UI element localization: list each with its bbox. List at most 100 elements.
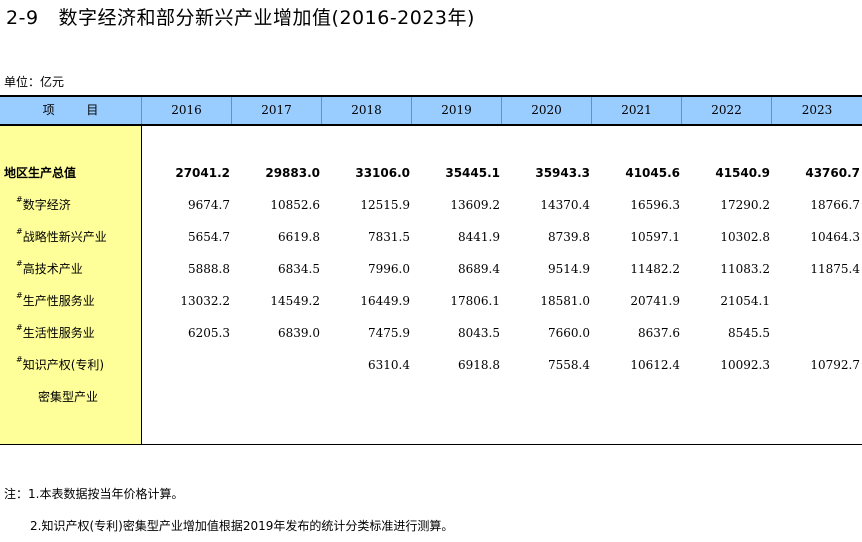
header-year: 2017	[232, 97, 322, 124]
table-bottom-rule	[0, 444, 862, 445]
table-cell: 13032.2	[180, 294, 230, 308]
row-label: #生活性服务业	[16, 317, 158, 349]
data-table: 项 目 2016 2017 2018 2019 2020 2021 2022 2…	[0, 95, 862, 445]
table-cell: 5654.7	[188, 230, 230, 244]
table-cell: 20741.9	[630, 294, 680, 308]
note-1: 注：1.本表数据按当年价格计算。	[4, 487, 184, 501]
row-label-text: 战略性新兴产业	[22, 230, 107, 244]
table-cell: 6839.0	[278, 326, 320, 340]
table-cell: 13609.2	[450, 198, 500, 212]
header-year: 2022	[682, 97, 772, 124]
table-cell: 10464.3	[810, 230, 860, 244]
row-label-text: 生活性服务业	[22, 326, 95, 340]
table-row: #知识产权(专利) 6310.4 6918.8 7558.4 10612.4 10092.…	[0, 349, 862, 381]
table-row: #数字经济 9674.7 10852.6 12515.9 13609.2 14370.4 1…	[0, 189, 862, 221]
header-year: 2018	[322, 97, 412, 124]
table-cell: 11482.2	[630, 262, 680, 276]
table-header: 项 目 2016 2017 2018 2019 2020 2021 2022 2…	[0, 95, 862, 126]
table-cell: 8637.6	[638, 326, 680, 340]
table-cell: 6619.8	[278, 230, 320, 244]
page-title: 2-9 数字经济和部分新兴产业增加值(2016-2023年)	[6, 6, 475, 30]
table-cell: 7996.0	[368, 262, 410, 276]
table-cell: 11875.4	[810, 262, 860, 276]
table-cell: 12515.9	[360, 198, 410, 212]
footnote-mark: #	[16, 259, 23, 268]
table-cell: 17806.1	[450, 294, 500, 308]
table-cell: 18581.0	[540, 294, 590, 308]
row-label-text: 地区生产总值	[4, 166, 77, 180]
table-cell: 11083.2	[720, 262, 770, 276]
table-cell: 8043.5	[458, 326, 500, 340]
table-row: 地区生产总值 27041.2 29883.0 33106.0 35445.1 35943.…	[0, 157, 862, 189]
table-row: #生产性服务业 13032.2 14549.2 16449.9 17806.1 18581…	[0, 285, 862, 317]
table-row: #高技术产业 5888.8 6834.5 7996.0 8689.4 9514.9 1148…	[0, 253, 862, 285]
table-cell: 9514.9	[548, 262, 590, 276]
table-cell: 7475.9	[368, 326, 410, 340]
footnote-mark: #	[16, 291, 23, 300]
table-cell: 8545.5	[728, 326, 770, 340]
table-cell: 27041.2	[175, 166, 230, 180]
row-label: #高技术产业	[16, 253, 158, 285]
note-2: 2.知识产权(专利)密集型产业增加值根据2019年发布的统计分类标准进行测算。	[30, 519, 454, 533]
row-label: #数字经济	[16, 189, 158, 221]
row-label: #知识产权(专利)	[16, 349, 158, 381]
footnote-mark: #	[16, 227, 23, 236]
table-cell: 41045.6	[625, 166, 680, 180]
table-cell: 8689.4	[458, 262, 500, 276]
row-label-text: 知识产权(专利)	[22, 358, 105, 372]
table-cell: 14370.4	[540, 198, 590, 212]
table-cell: 7558.4	[548, 358, 590, 372]
header-year: 2021	[592, 97, 682, 124]
footnote-mark: #	[16, 195, 23, 204]
table-cell: 18766.7	[810, 198, 860, 212]
row-label: #生产性服务业	[16, 285, 158, 317]
row-label-text: 高技术产业	[22, 262, 83, 276]
table-cell: 7831.5	[368, 230, 410, 244]
table-cell: 7660.0	[548, 326, 590, 340]
row-label: 地区生产总值	[4, 157, 146, 189]
table-cell: 10612.4	[630, 358, 680, 372]
row-label-continuation: 密集型产业	[38, 390, 99, 404]
table-cell: 9674.7	[188, 198, 230, 212]
table-cell: 10092.3	[720, 358, 770, 372]
table-cell: 6918.8	[458, 358, 500, 372]
row-label-column	[0, 126, 142, 445]
table-cell: 10302.8	[720, 230, 770, 244]
table-cell: 17290.2	[720, 198, 770, 212]
header-year: 2019	[412, 97, 502, 124]
header-item: 项 目	[0, 97, 142, 124]
table-cell: 8739.8	[548, 230, 590, 244]
table-cell: 16449.9	[360, 294, 410, 308]
table-cell: 10792.7	[810, 358, 860, 372]
table-cell: 5888.8	[188, 262, 230, 276]
table-cell: 6834.5	[278, 262, 320, 276]
table-title: 数字经济和部分新兴产业增加值(2016-2023年)	[58, 7, 475, 29]
table-row: #战略性新兴产业 5654.7 6619.8 7831.5 8441.9 8739.8 10…	[0, 221, 862, 253]
table-cell: 41540.9	[715, 166, 770, 180]
footnote-mark: #	[16, 323, 23, 332]
table-cell: 29883.0	[265, 166, 320, 180]
table-cell: 35445.1	[445, 166, 500, 180]
header-year: 2023	[801, 103, 833, 117]
table-cell: 21054.1	[720, 294, 770, 308]
table-cell: 10852.6	[270, 198, 320, 212]
table-cell: 6205.3	[188, 326, 230, 340]
table-row-continuation: 密集型产业	[0, 381, 862, 413]
table-cell: 33106.0	[355, 166, 410, 180]
header-year: 2016	[142, 97, 232, 124]
table-cell: 43760.7	[805, 166, 860, 180]
table-number: 2-9	[6, 7, 39, 29]
table-row: #生活性服务业 6205.3 6839.0 7475.9 8043.5 7660.0 863…	[0, 317, 862, 349]
row-label-text: 生产性服务业	[22, 294, 95, 308]
row-label: #战略性新兴产业	[16, 221, 158, 253]
unit-label: 单位：亿元	[4, 75, 65, 89]
table-cell: 6310.4	[368, 358, 410, 372]
table-cell: 35943.3	[535, 166, 590, 180]
table-cell: 10597.1	[630, 230, 680, 244]
header-year: 2020	[502, 97, 592, 124]
row-label-text: 数字经济	[22, 198, 71, 212]
table-cell: 14549.2	[270, 294, 320, 308]
table-cell: 8441.9	[458, 230, 500, 244]
table-cell: 16596.3	[630, 198, 680, 212]
footnote-mark: #	[16, 355, 23, 364]
